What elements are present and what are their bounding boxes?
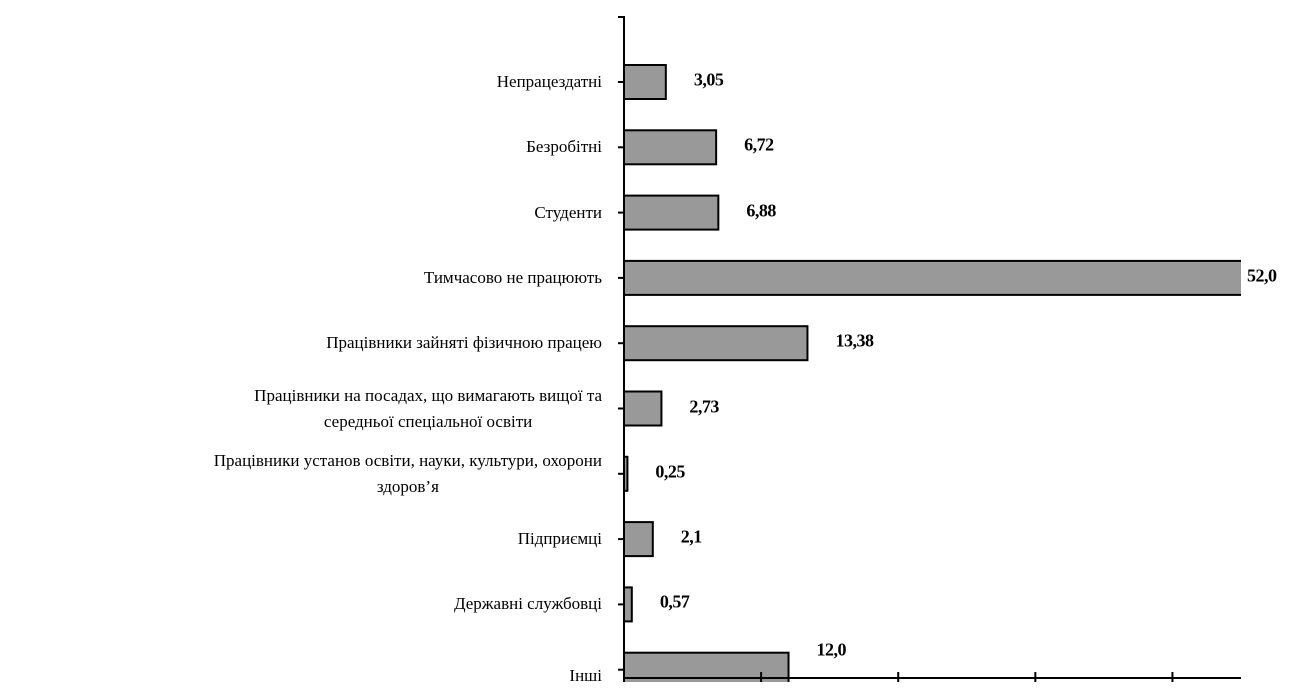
value-label: 52,0 [1247, 265, 1277, 286]
category-label: Безробітні [526, 137, 602, 157]
bar [624, 259, 1241, 296]
bar [624, 194, 720, 231]
category-label: Працівники установ освіти, науки, культу… [213, 450, 602, 496]
value-label: 12,0 [816, 639, 847, 660]
bar [624, 521, 654, 558]
category-label: Непрацездатні [496, 72, 602, 91]
category-label: Державні службовці [453, 594, 602, 614]
bar [624, 455, 629, 492]
category-label: Тимчасово не працюють [423, 267, 602, 287]
value-label: 2,73 [689, 396, 719, 416]
value-label: 6,72 [744, 134, 774, 155]
category-label: Підприємці [517, 529, 602, 549]
category-label: Працівники зайняті фізичною працею [326, 333, 602, 353]
value-label: 3,05 [693, 69, 724, 90]
bar [624, 64, 667, 100]
bar [624, 129, 718, 166]
bar [624, 586, 633, 623]
value-label: 2,1 [680, 526, 703, 547]
bar [624, 390, 663, 427]
bar [624, 325, 809, 362]
value-label: 13,38 [835, 330, 874, 351]
bars [624, 64, 1241, 682]
category-label: Працівники на посадах, що вимагають вищо… [254, 385, 602, 431]
category-label: Студенти [534, 202, 602, 222]
value-label: 6,88 [746, 200, 776, 221]
value-label: 0,25 [655, 461, 685, 482]
value-label: 0,57 [659, 591, 690, 612]
category-label: Інші [569, 665, 602, 685]
